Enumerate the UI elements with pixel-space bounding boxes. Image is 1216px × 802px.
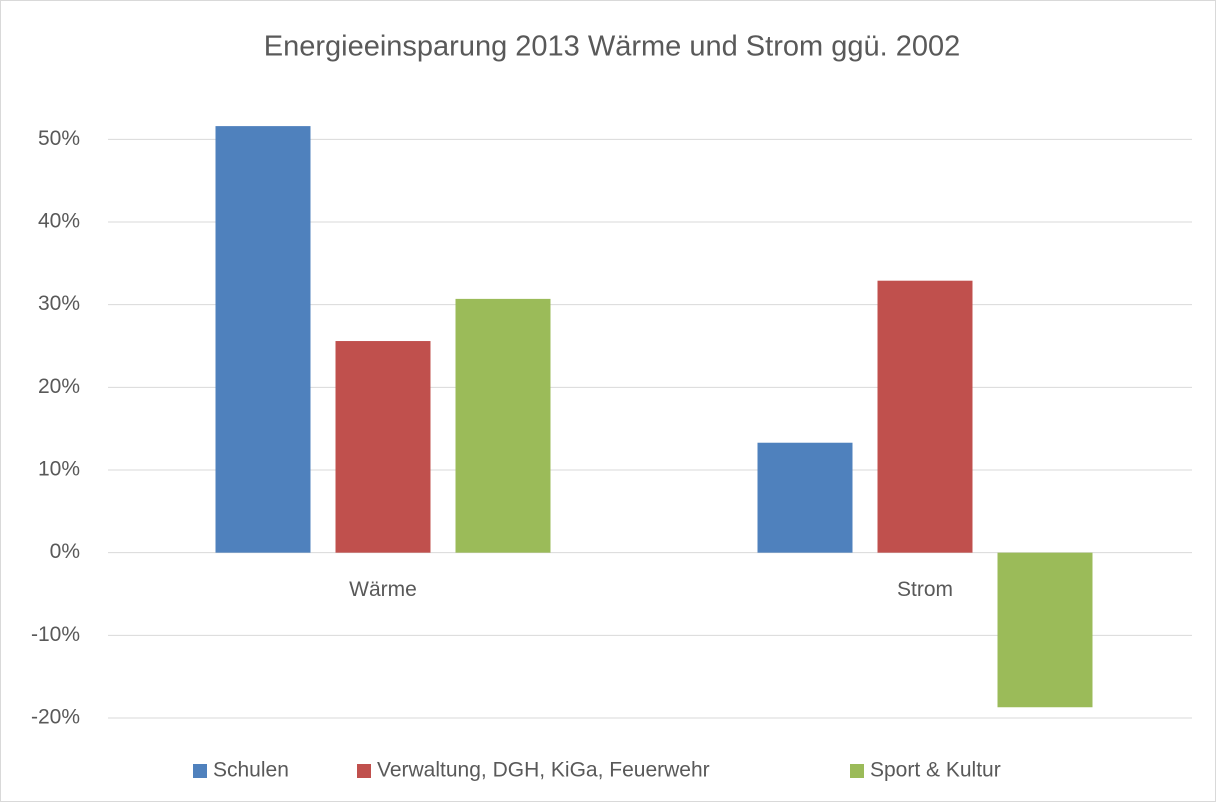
x-tick-label: Wärme <box>349 578 417 601</box>
bar <box>997 552 1093 708</box>
y-tick-label: 20% <box>38 375 80 398</box>
y-tick-label: 40% <box>38 210 80 233</box>
legend-swatch <box>357 764 371 778</box>
bar <box>877 280 973 553</box>
y-tick-label: -10% <box>31 623 80 646</box>
bar <box>215 126 311 553</box>
y-tick-label: 10% <box>38 458 80 481</box>
legend-label: Schulen <box>213 759 289 782</box>
legend-label: Verwaltung, DGH, KiGa, Feuerwehr <box>377 759 710 782</box>
y-tick-label: -20% <box>31 706 80 729</box>
bar <box>455 298 551 553</box>
legend-swatch <box>193 764 207 778</box>
y-tick-label: 0% <box>50 540 80 563</box>
y-tick-label: 50% <box>38 127 80 150</box>
legend-label: Sport & Kultur <box>870 759 1001 782</box>
legend-swatch <box>850 764 864 778</box>
bar <box>757 442 853 553</box>
chart-title: Energieeinsparung 2013 Wärme und Strom g… <box>264 31 960 63</box>
x-tick-label: Strom <box>897 578 953 601</box>
bar <box>335 341 431 553</box>
y-tick-label: 30% <box>38 292 80 315</box>
